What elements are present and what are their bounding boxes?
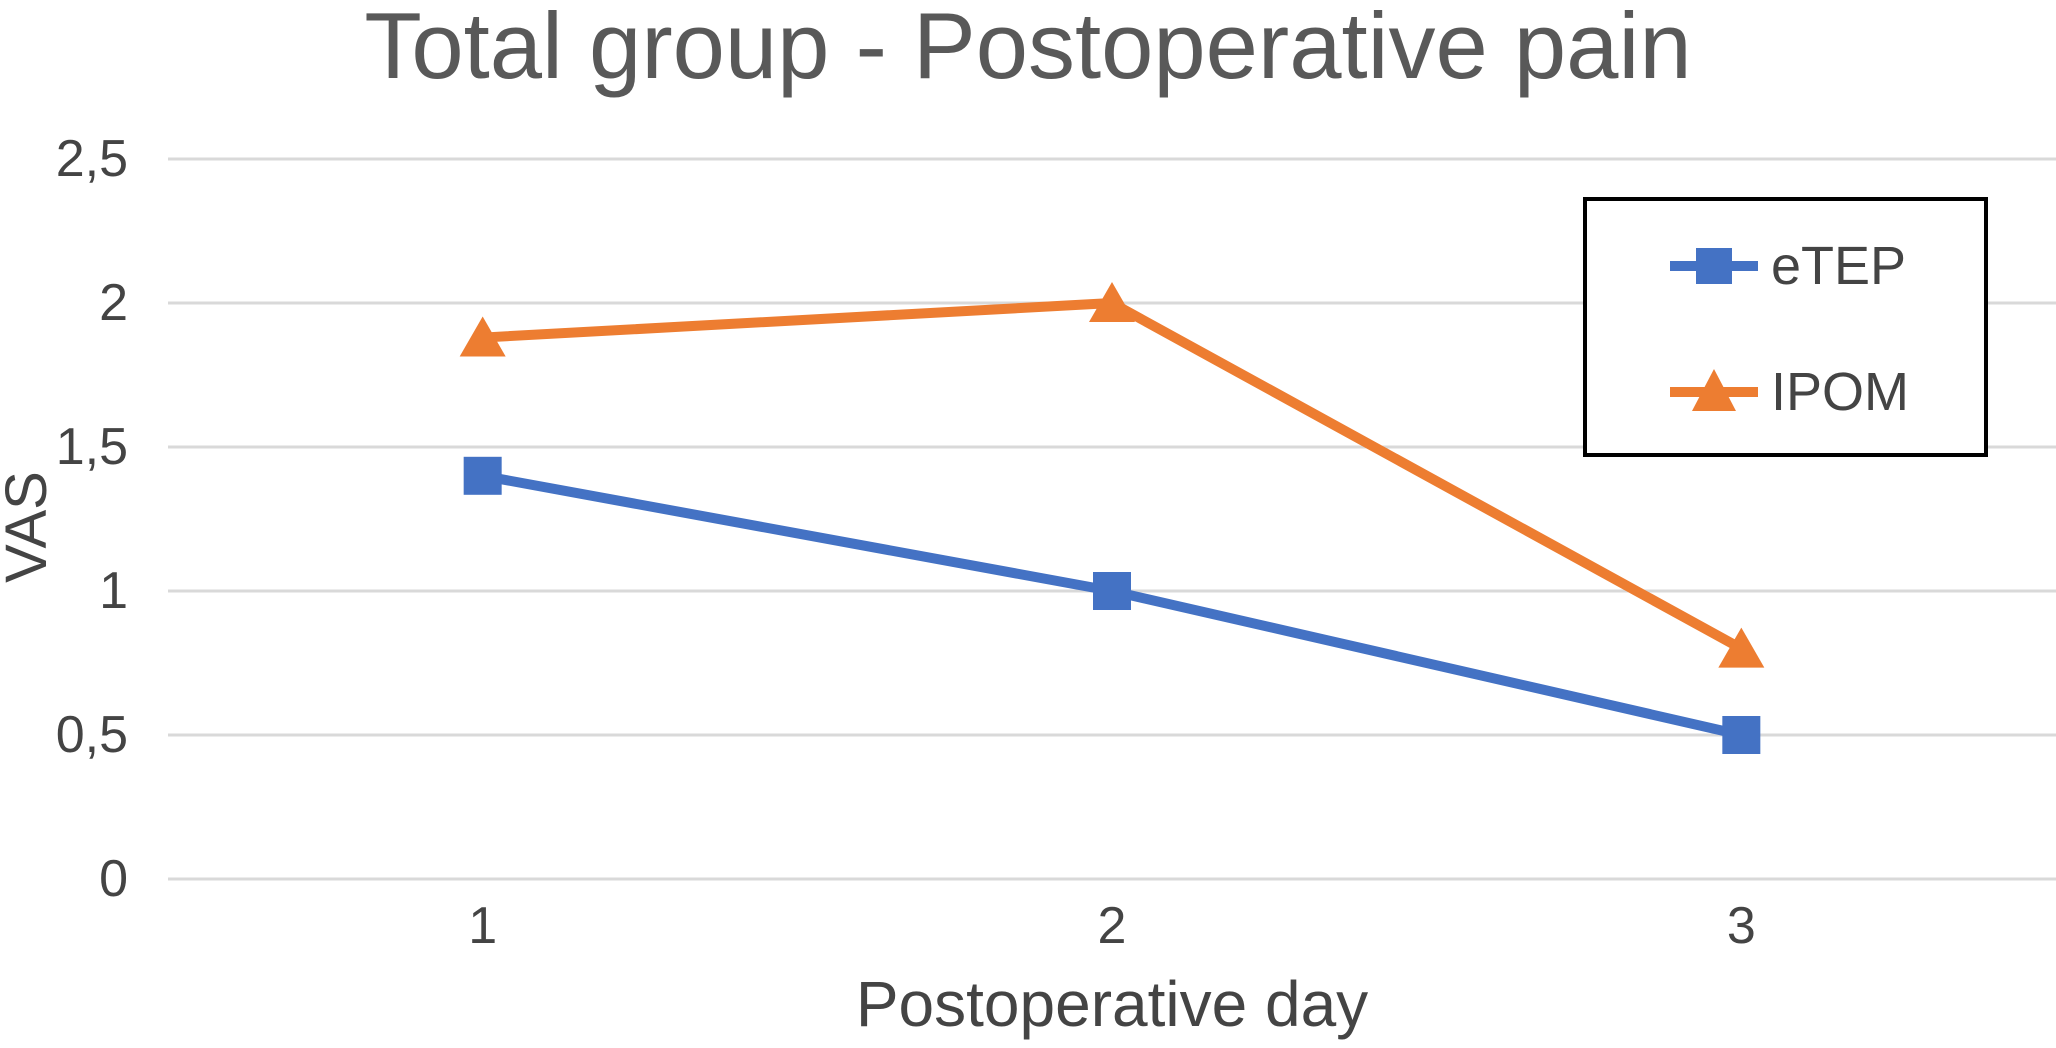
series-etep-marker-square — [1093, 572, 1131, 610]
x-tick-label: 2 — [1097, 897, 1127, 955]
legend-entry-etep: eTEP — [1587, 201, 1984, 331]
series-markers — [459, 282, 1765, 754]
y-tick-label: 1,5 — [55, 418, 128, 476]
series-lines — [481, 298, 1744, 740]
series-etep-marker-square — [1722, 716, 1761, 754]
chart-title: Total group - Postoperative pain — [364, 0, 1692, 98]
series-ipom-marker-triangle — [1089, 282, 1135, 322]
x-tick-label: 1 — [468, 897, 498, 955]
y-tick-label: 0 — [99, 850, 128, 908]
y-tick-label: 2 — [99, 274, 128, 332]
legend-label-etep: eTEP — [1771, 236, 1907, 296]
legend-entry-ipom: IPOM — [1587, 327, 1984, 457]
x-axis-title: Postoperative day — [855, 968, 1369, 1040]
series-etep-marker-square — [463, 456, 502, 495]
x-tick-label: 3 — [1726, 897, 1756, 955]
y-tick-label: 0,5 — [55, 706, 128, 764]
etep-line-square-marker-icon — [1670, 248, 1758, 284]
series-ipom-marker-triangle — [1718, 627, 1765, 668]
ipom-line-triangle-marker-icon — [1670, 369, 1758, 411]
y-tick-label: 2,5 — [55, 130, 128, 188]
legend-label-ipom: IPOM — [1771, 362, 1910, 422]
legend: eTEP IPOM — [1583, 197, 1988, 457]
series-ipom-marker-triangle — [459, 316, 506, 357]
y-tick-label: 1 — [99, 562, 128, 620]
